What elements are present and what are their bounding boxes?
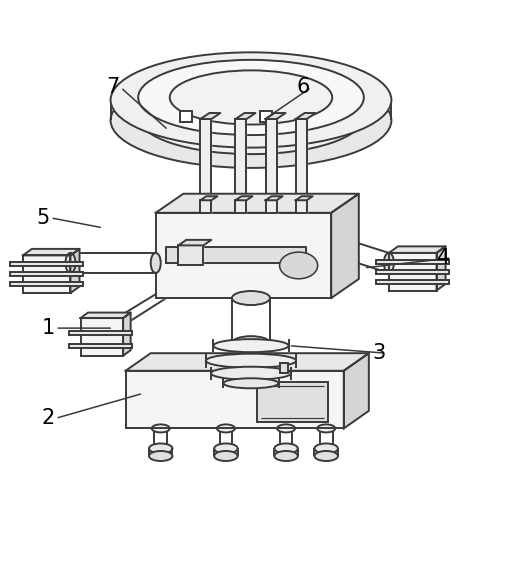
Polygon shape <box>344 353 369 428</box>
Polygon shape <box>178 240 211 246</box>
Text: 6: 6 <box>297 78 310 98</box>
Polygon shape <box>235 113 256 119</box>
Ellipse shape <box>117 314 125 329</box>
Bar <box>279 363 287 373</box>
Ellipse shape <box>138 60 364 135</box>
Polygon shape <box>70 249 80 293</box>
Ellipse shape <box>152 424 170 432</box>
Ellipse shape <box>149 444 172 453</box>
Polygon shape <box>156 213 331 298</box>
Polygon shape <box>200 200 211 213</box>
Text: 7: 7 <box>106 78 120 98</box>
Ellipse shape <box>213 339 288 352</box>
Ellipse shape <box>170 70 332 124</box>
Polygon shape <box>81 318 123 356</box>
Ellipse shape <box>149 451 172 461</box>
Bar <box>376 270 449 274</box>
Bar <box>376 260 449 264</box>
Text: 2: 2 <box>41 408 55 428</box>
Polygon shape <box>235 200 246 213</box>
Ellipse shape <box>214 444 238 453</box>
Bar <box>179 111 192 122</box>
Ellipse shape <box>138 79 364 154</box>
Polygon shape <box>296 200 307 213</box>
Polygon shape <box>389 253 437 291</box>
Ellipse shape <box>214 451 238 461</box>
Ellipse shape <box>314 444 338 453</box>
Text: 1: 1 <box>41 318 55 338</box>
Text: 3: 3 <box>372 343 385 363</box>
Bar <box>260 111 272 122</box>
Ellipse shape <box>277 424 295 432</box>
Polygon shape <box>178 246 203 266</box>
Text: 4: 4 <box>438 248 451 268</box>
Polygon shape <box>23 249 80 255</box>
Bar <box>257 382 329 423</box>
Polygon shape <box>81 312 131 318</box>
Bar <box>376 280 449 284</box>
Ellipse shape <box>274 444 298 453</box>
Polygon shape <box>266 113 285 119</box>
Polygon shape <box>126 353 369 371</box>
Ellipse shape <box>217 424 235 432</box>
Ellipse shape <box>274 451 298 461</box>
Ellipse shape <box>232 291 270 305</box>
Polygon shape <box>200 196 218 200</box>
Polygon shape <box>266 196 282 200</box>
Polygon shape <box>296 196 313 200</box>
Ellipse shape <box>111 53 391 147</box>
Polygon shape <box>166 247 306 263</box>
Polygon shape <box>23 255 70 293</box>
Ellipse shape <box>279 252 318 279</box>
Polygon shape <box>156 194 359 213</box>
Ellipse shape <box>317 424 335 432</box>
Ellipse shape <box>151 253 161 273</box>
Ellipse shape <box>211 367 291 380</box>
Bar <box>69 331 132 335</box>
Polygon shape <box>235 196 252 200</box>
Polygon shape <box>235 119 246 213</box>
Ellipse shape <box>65 253 76 273</box>
Polygon shape <box>331 194 359 298</box>
Polygon shape <box>200 113 221 119</box>
Polygon shape <box>437 247 446 291</box>
Polygon shape <box>266 200 276 213</box>
Polygon shape <box>296 113 316 119</box>
Polygon shape <box>123 312 131 356</box>
Ellipse shape <box>206 353 296 368</box>
Text: 5: 5 <box>37 208 50 228</box>
Polygon shape <box>266 119 276 213</box>
Ellipse shape <box>224 378 278 388</box>
Ellipse shape <box>111 73 391 168</box>
Bar <box>10 272 83 276</box>
Polygon shape <box>296 119 307 213</box>
Polygon shape <box>126 371 344 428</box>
Polygon shape <box>200 119 211 213</box>
Bar <box>69 344 132 348</box>
Bar <box>10 282 83 286</box>
Ellipse shape <box>232 336 270 350</box>
Ellipse shape <box>314 451 338 461</box>
Ellipse shape <box>384 253 394 273</box>
Bar <box>10 262 83 266</box>
Polygon shape <box>389 247 446 253</box>
